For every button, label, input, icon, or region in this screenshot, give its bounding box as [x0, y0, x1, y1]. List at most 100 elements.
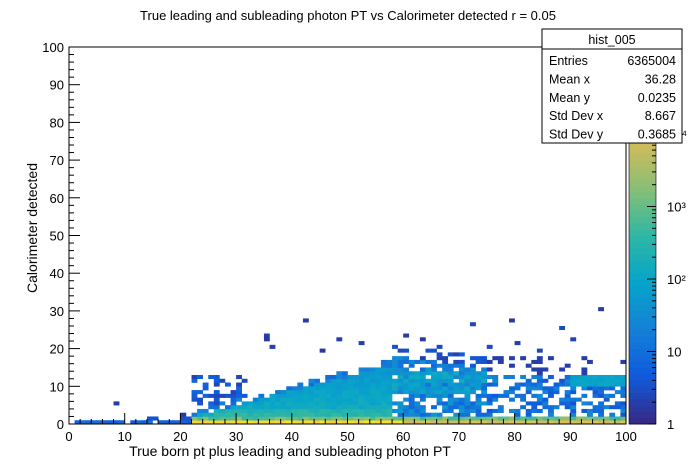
heatmap-cell [408, 405, 415, 410]
heatmap-cell [397, 367, 404, 372]
heatmap-cell [592, 393, 599, 398]
heatmap-cell [525, 386, 532, 391]
heatmap-cell [442, 367, 449, 372]
heatmap-cell [185, 420, 192, 425]
heatmap-cell [197, 401, 203, 406]
heatmap-cell [470, 416, 476, 421]
heatmap-cell [570, 412, 577, 417]
heatmap-cell [509, 356, 515, 361]
heatmap-cell [386, 382, 393, 387]
heatmap-cell [598, 393, 605, 398]
heatmap-cell [548, 412, 554, 417]
heatmap-cell [252, 412, 259, 417]
heatmap-cell [380, 359, 387, 364]
heatmap-cell [620, 416, 627, 421]
heatmap-cell [514, 382, 521, 387]
heatmap-cell [414, 412, 421, 417]
heatmap-cell [364, 390, 371, 395]
heatmap-cell [230, 408, 237, 413]
heatmap-cell [325, 382, 332, 387]
heatmap-cell [364, 416, 371, 421]
heatmap-cell [425, 390, 432, 395]
heatmap-cell [564, 416, 571, 421]
heatmap-cell [464, 420, 471, 425]
heatmap-cell [431, 390, 437, 395]
heatmap-cell [414, 371, 421, 376]
heatmap-cell [553, 420, 560, 425]
heatmap-cell [436, 374, 443, 380]
heatmap-cell [408, 401, 415, 406]
heatmap-cell [581, 382, 588, 387]
heatmap-cell [308, 408, 315, 413]
heatmap-cell [575, 374, 582, 380]
heatmap-cell [598, 390, 605, 395]
heatmap-cell [369, 378, 376, 383]
heatmap-cell [397, 348, 404, 353]
heatmap-cell [542, 378, 549, 383]
heatmap-cell [486, 397, 493, 402]
heatmap-cell [224, 393, 231, 398]
heatmap-cell [369, 397, 376, 402]
heatmap-cell [336, 412, 343, 417]
heatmap-cell [297, 420, 304, 425]
heatmap-cell [297, 416, 304, 421]
heatmap-cell [358, 416, 365, 421]
heatmap-cell [403, 367, 410, 372]
heatmap-cell [202, 416, 209, 421]
heatmap-cell [414, 420, 421, 425]
heatmap-cell [570, 408, 577, 413]
heatmap-cell [319, 382, 326, 387]
heatmap-cell [375, 420, 382, 425]
heatmap-cell [536, 386, 543, 391]
heatmap-cell [152, 416, 159, 421]
palette-segment [629, 141, 656, 149]
heatmap-cell [431, 386, 437, 391]
heatmap-cell [464, 405, 471, 410]
palette-segment [629, 210, 656, 218]
heatmap-cell [169, 420, 176, 425]
heatmap-cell [408, 386, 415, 391]
y-tick-label: 60 [50, 191, 64, 206]
heatmap-cell [609, 382, 616, 387]
heatmap-cell [536, 382, 543, 387]
x-tick-label: 90 [563, 429, 577, 444]
heatmap-cell [263, 401, 270, 406]
heatmap-cell [241, 401, 248, 406]
heatmap-cell [536, 420, 543, 425]
heatmap-cell [341, 416, 348, 421]
y-tick-label: 20 [50, 342, 64, 357]
heatmap-cell [174, 420, 181, 425]
heatmap-cell [224, 405, 231, 410]
heatmap-cell [603, 378, 610, 383]
heatmap-cell [224, 382, 231, 387]
heatmap-cell [353, 390, 359, 395]
heatmap-cell [464, 367, 471, 372]
heatmap-cell [380, 386, 387, 391]
heatmap-cell [286, 416, 293, 421]
heatmap-cell [442, 390, 449, 395]
heatmap-cell [548, 393, 554, 398]
heatmap-cell [96, 420, 103, 425]
heatmap-cell [570, 416, 577, 421]
x-tick-label: 100 [615, 429, 637, 444]
heatmap-cell [336, 401, 343, 406]
palette-segment [629, 392, 656, 400]
heatmap-cell [280, 390, 287, 395]
heatmap-cell [575, 382, 582, 387]
heatmap-cell [492, 393, 499, 398]
heatmap-cell [180, 412, 187, 417]
heatmap-cell [620, 420, 627, 425]
heatmap-cell [358, 390, 365, 395]
heatmap-cell [191, 416, 198, 421]
heatmap-cell [548, 356, 554, 361]
heatmap-cell [380, 397, 387, 402]
heatmap-cell [436, 352, 443, 357]
heatmap-cell [514, 393, 521, 398]
heatmap-cell [302, 416, 309, 421]
heatmap-cell [247, 405, 254, 410]
heatmap-cell [325, 378, 332, 383]
palette-segment [629, 279, 656, 287]
heatmap-cell [431, 367, 437, 372]
heatmap-cell [514, 420, 521, 425]
heatmap-cell [347, 405, 354, 410]
